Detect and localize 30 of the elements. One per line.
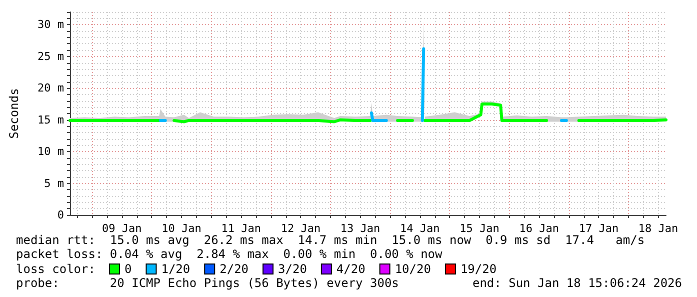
legend-label: 1/20 [161, 262, 190, 276]
x-tick-label: 16 Jan [519, 222, 559, 235]
x-tick-label: 15 Jan [460, 222, 500, 235]
x-tick-label: 12 Jan [280, 222, 321, 235]
legend-label: 3/20 [278, 262, 307, 276]
y-tick-label: 25 m [38, 50, 64, 63]
legend-title: loss color: [16, 262, 96, 276]
x-tick-label: 17 Jan [578, 222, 619, 235]
y-tick-label: 15 m [38, 113, 64, 126]
x-tick-label: 11 Jan [221, 222, 261, 235]
legend-label: 4/20 [336, 262, 366, 276]
text: probe: 20 ICMP Echo Pings (56 Bytes) every 300s [16, 276, 399, 290]
y-tick-label: 30 m [38, 18, 64, 32]
legend-label: 19/20 [460, 262, 497, 276]
x-tick-label: 13 Jan [340, 222, 380, 235]
legend-label: 10/20 [394, 262, 431, 276]
legend-label: 0 [124, 262, 132, 276]
x-tick-label: 18 Jan [638, 222, 678, 235]
y-tick-label: 5 m [44, 176, 64, 190]
legend-label: 2/20 [220, 262, 249, 276]
text: median rtt: 15.0 ms avg 26.2 ms max 14.7 ms min 15.0 ms now 0.9 ms sd 17.4 am/s [16, 233, 645, 247]
y-axis-title: Seconds [7, 88, 21, 139]
x-tick-label: 14 Jan [400, 222, 440, 235]
x-tick-label: 10 Jan [162, 222, 202, 235]
y-tick-label: 20 m [38, 82, 64, 95]
text: packet loss: 0.04 % avg 2.84 % max 0.00 % min 0.00 % now [16, 247, 444, 261]
y-tick-label: 10 m [38, 145, 64, 158]
text: end: Sun Jan 18 15:06:24 2026 [472, 276, 682, 290]
x-tick-label: 09 Jan [102, 222, 142, 235]
y-tick-label: 0 [57, 208, 64, 222]
